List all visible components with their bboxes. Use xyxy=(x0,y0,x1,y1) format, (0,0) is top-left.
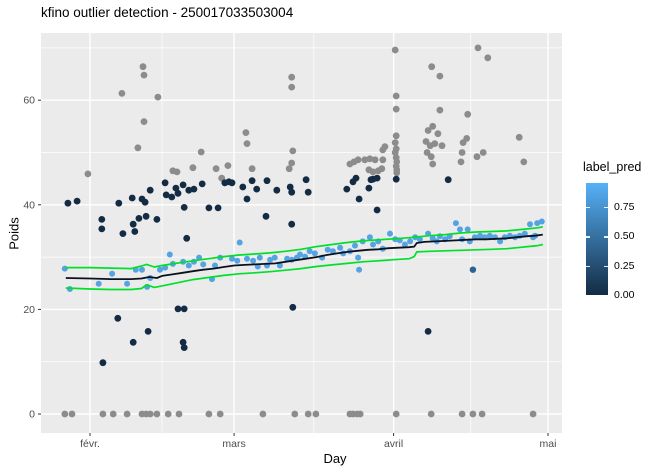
y-tick-label: 60 xyxy=(23,95,35,107)
upper-bound-line xyxy=(65,225,543,270)
x-tick-label: mai xyxy=(540,438,557,450)
lower-bound-line xyxy=(65,243,543,291)
x-axis-title: Day xyxy=(323,451,347,466)
points-outlier-grey xyxy=(61,44,537,418)
legend-title: label_pred xyxy=(583,160,642,174)
points-label-pred-low-navy xyxy=(64,174,452,367)
axis-ticks: févr. mars avril mai 0 20 40 60 xyxy=(23,95,556,450)
x-tick-label: févr. xyxy=(80,438,100,450)
chart-title: kfino outlier detection - 25001703350300… xyxy=(41,5,294,20)
legend-colorbar xyxy=(586,183,608,295)
legend-tick-mark xyxy=(586,206,590,209)
legend-tick-mark xyxy=(604,206,608,209)
points-label-pred-mid-blue xyxy=(469,266,477,273)
y-tick-label: 20 xyxy=(23,304,35,316)
legend-tick-mark xyxy=(604,265,608,268)
legend-tick-label: 0.75 xyxy=(614,200,635,213)
y-axis-title: Poids xyxy=(6,217,22,250)
x-tick-label: mars xyxy=(222,438,245,450)
legend-tick-label: 0.25 xyxy=(614,259,635,272)
prediction-line xyxy=(65,233,543,281)
legend-tick-label: 0.00 xyxy=(614,289,635,301)
y-tick-label: 40 xyxy=(23,199,35,211)
legend-tick-mark xyxy=(604,236,608,238)
x-tick-label: avril xyxy=(384,438,403,450)
y-tick-label: 0 xyxy=(29,409,35,421)
legend-tick-mark xyxy=(586,236,590,238)
legend-tick-mark xyxy=(586,265,590,268)
legend-tick-label: 0.50 xyxy=(614,230,635,243)
